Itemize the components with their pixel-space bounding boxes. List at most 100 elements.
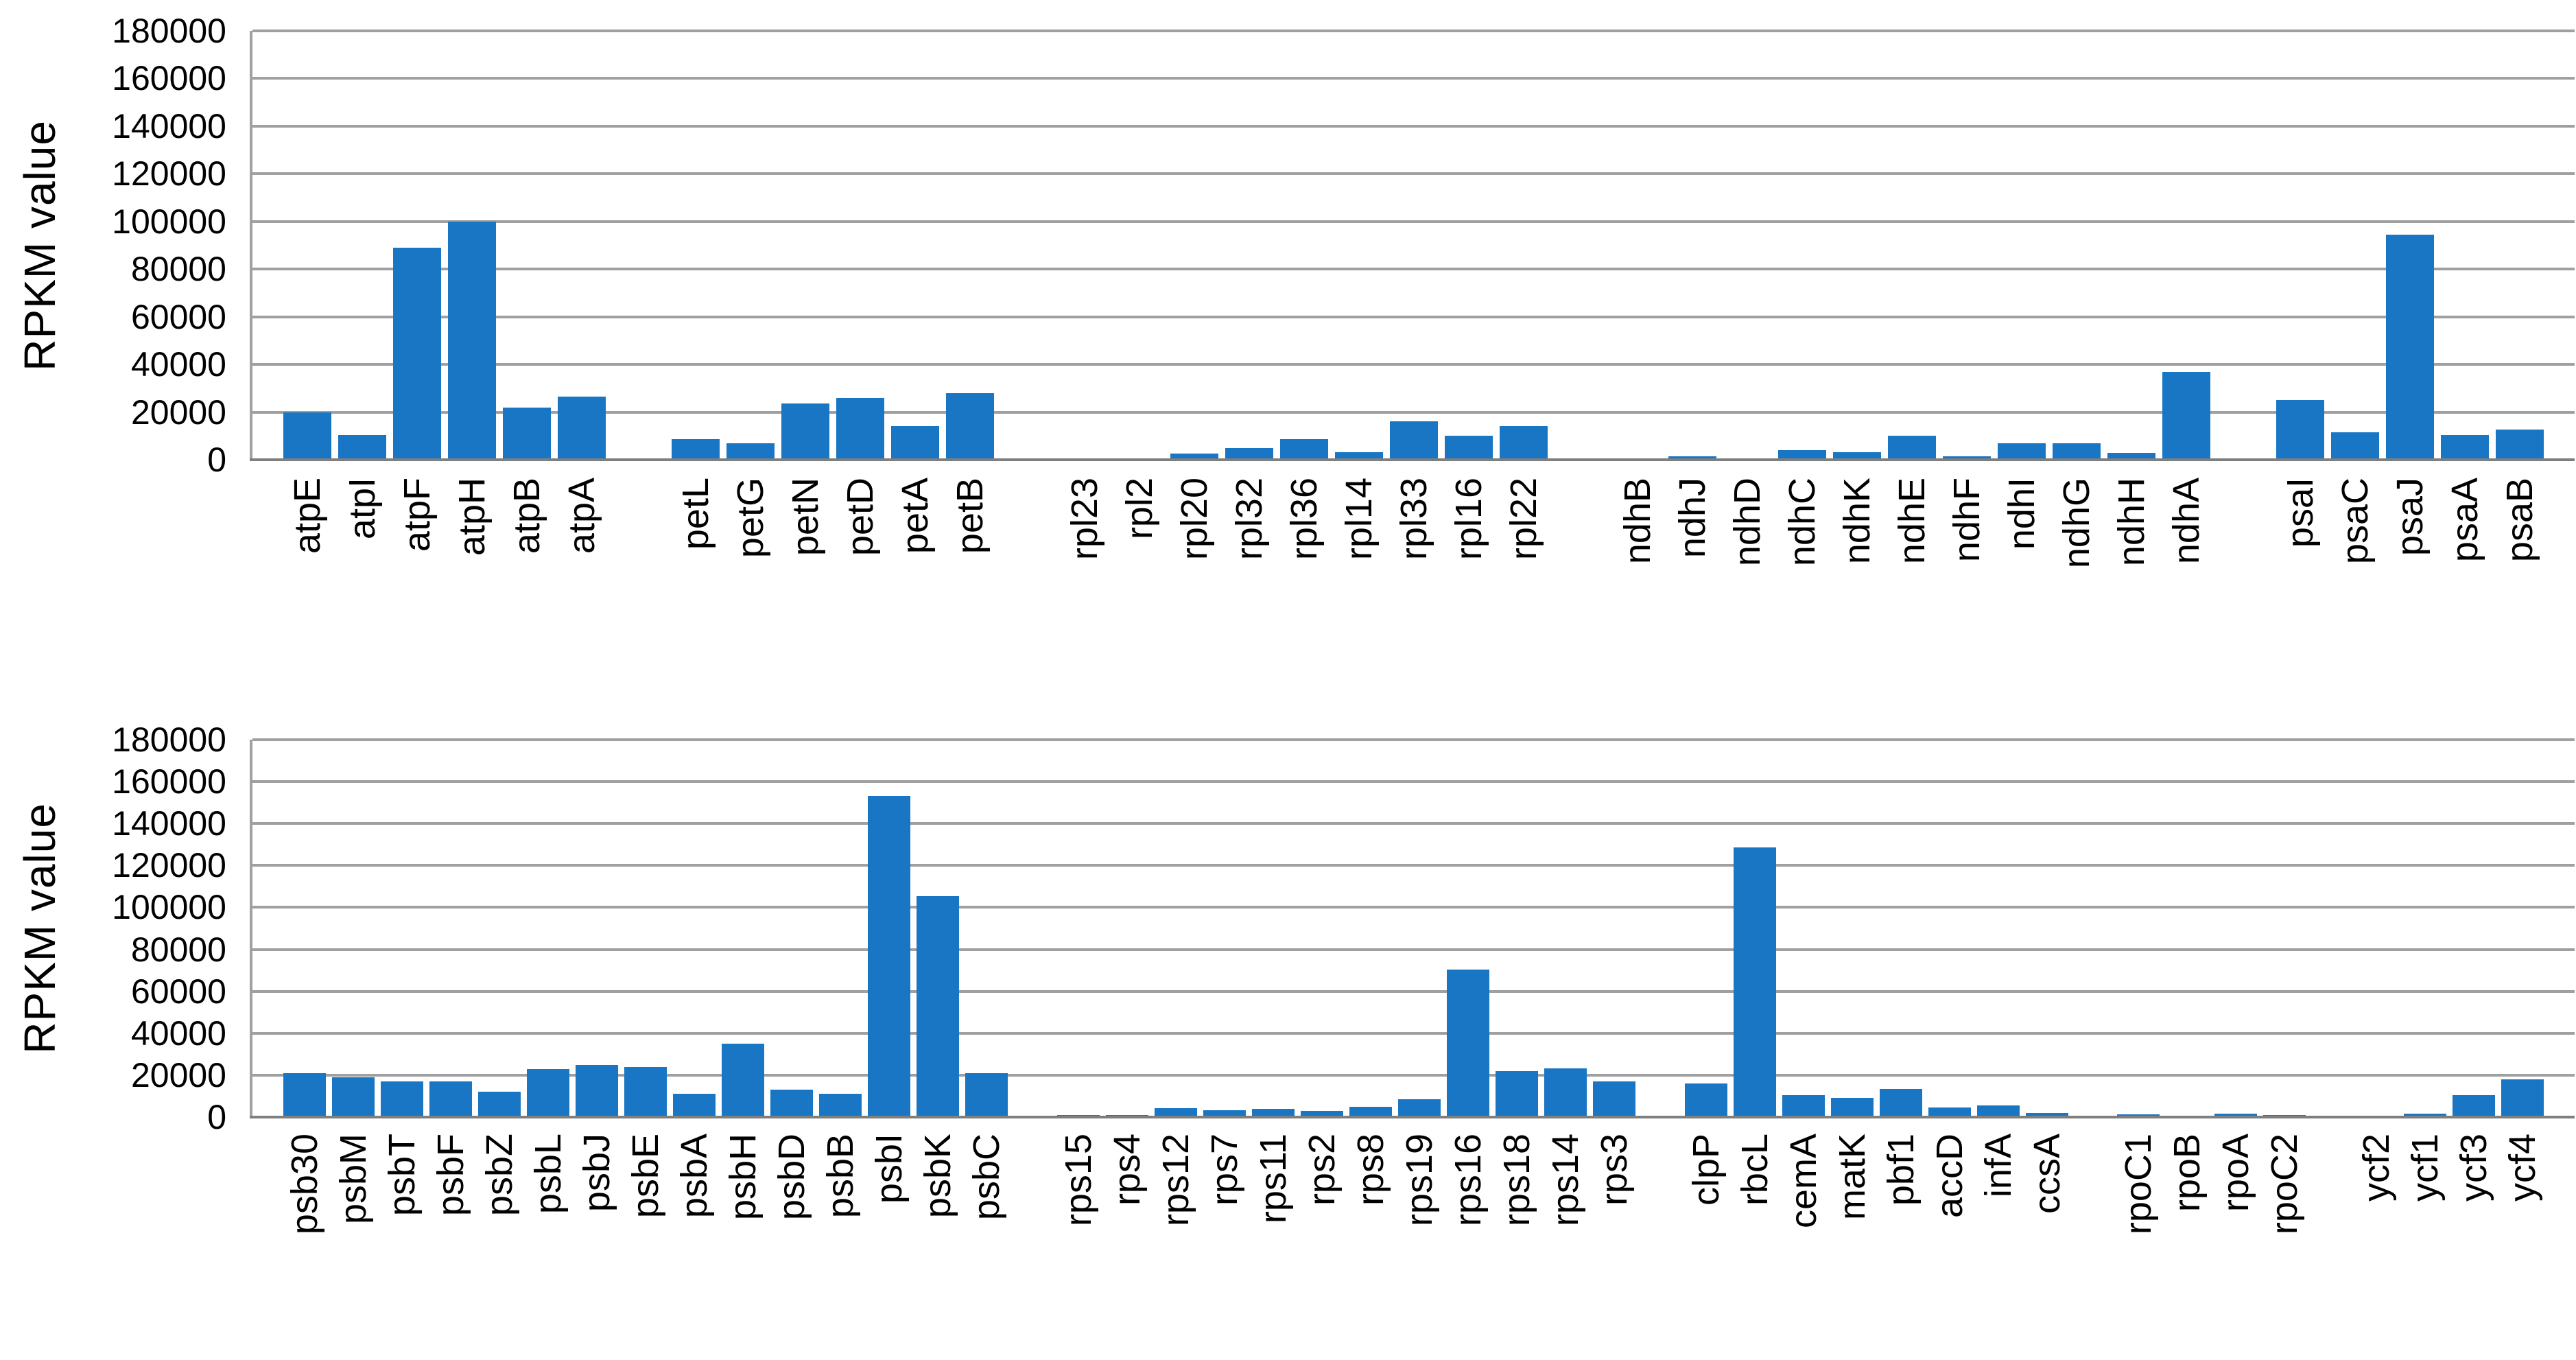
y-axis-line [250, 740, 252, 1117]
category-label-text-ndhK: ndhK [1836, 478, 1878, 565]
bar-psbT [381, 1081, 423, 1117]
bar-area-ndhA [2162, 31, 2210, 460]
bar-rpl32 [1225, 448, 1273, 460]
category-label-psbA: psbA [673, 1117, 716, 1360]
bar-clpP [1684, 1083, 1727, 1117]
bar-area-rpl22 [1499, 31, 1548, 460]
gridline-40000 [252, 1031, 2575, 1035]
bar-accD [1928, 1107, 1971, 1117]
category-label-text-psbE: psbE [625, 1134, 666, 1219]
bar-ndhA [2162, 372, 2210, 460]
bar-slot-rpoC1: rpoC1 [2117, 740, 2160, 1360]
y-tick-20000: 20000 [130, 1055, 226, 1094]
bar-atpH [448, 222, 496, 460]
bar-slot-ndhK: ndhK [1832, 31, 1881, 690]
category-label-ndhC: ndhC [1778, 460, 1826, 690]
bar-area-psbC [965, 740, 1008, 1117]
category-label-psaC: psaC [2331, 460, 2379, 690]
bar-slot-ndhE: ndhE [1887, 31, 1936, 690]
category-label-text-rps19: rps19 [1398, 1134, 1440, 1227]
category-label-rpl2: rpl2 [1115, 460, 1163, 690]
bar-ndhH [2107, 453, 2155, 460]
category-label-text-infA: infA [1977, 1134, 2019, 1198]
bar-slot-rpl32: rpl32 [1225, 31, 1273, 690]
y-axis-title-text: RPKM value [15, 803, 64, 1054]
bar-slot-rps12: rps12 [1154, 740, 1197, 1360]
category-label-text-ndhG: ndhG [2055, 478, 2097, 569]
category-label-rps16: rps16 [1447, 1117, 1489, 1360]
category-label-text-psaJ: psaJ [2389, 478, 2431, 556]
bar-rps7 [1203, 1110, 1246, 1117]
bar-rps4 [1105, 1115, 1148, 1117]
bar-slot-psbA: psbA [673, 740, 716, 1360]
category-label-psbF: psbF [429, 1117, 472, 1360]
category-label-cemA: cemA [1782, 1117, 1825, 1360]
bar-area-psbZ [478, 740, 521, 1117]
x-axis-line [250, 458, 2575, 461]
bar-slot-ndhB: ndhB [1614, 31, 1662, 690]
bar-slot-ndhG: ndhG [2052, 31, 2101, 690]
category-label-text-rpl14: rpl14 [1338, 478, 1380, 561]
bar-area-atpH [448, 31, 496, 460]
category-label-rpl33: rpl33 [1390, 460, 1438, 690]
category-label-text-rps4: rps4 [1106, 1134, 1148, 1206]
bar-psaB [2496, 430, 2544, 460]
category-label-text-rpl20: rpl20 [1173, 478, 1215, 561]
bar-area-petL [672, 31, 720, 460]
category-label-psbL: psbL [527, 1117, 569, 1360]
category-label-infA: infA [1977, 1117, 2020, 1360]
category-label-ndhJ: ndhJ [1668, 460, 1716, 690]
category-label-text-ycf4: ycf4 [2502, 1134, 2543, 1202]
bar-area-psbE [624, 740, 667, 1117]
bar-area-ndhD [1723, 31, 1771, 460]
gridline-140000 [252, 822, 2575, 825]
bar-slot-rps3: rps3 [1592, 740, 1635, 1360]
category-label-text-ndhE: ndhE [1891, 478, 1933, 565]
bar-area-rpl32 [1225, 31, 1273, 460]
category-label-text-rps12: rps12 [1155, 1134, 1196, 1227]
category-label-text-psbF: psbF [430, 1134, 471, 1217]
category-label-text-psaI: psaI [2280, 478, 2321, 548]
category-label-text-psaC: psaC [2335, 478, 2376, 565]
bar-slot-psbL: psbL [527, 740, 569, 1360]
y-tick-140000: 140000 [112, 804, 226, 843]
bar-area-rpoA [2214, 740, 2258, 1117]
bar-atpE [283, 412, 331, 460]
category-label-petB: petB [946, 460, 994, 690]
bar-ndhJ [1668, 456, 1716, 460]
gridline-80000 [252, 948, 2575, 951]
bar-area-atpI [338, 31, 386, 460]
bar-area-psaJ [2386, 31, 2434, 460]
category-label-psbJ: psbJ [576, 1117, 618, 1360]
bar-ndhE [1887, 436, 1936, 460]
category-label-text-rps15: rps15 [1057, 1134, 1099, 1227]
bar-area-petN [781, 31, 830, 460]
bar-ndhC [1777, 450, 1826, 460]
bar-slot-rpl36: rpl36 [1279, 31, 1328, 690]
category-label-psaJ: psaJ [2386, 460, 2434, 690]
category-label-text-psaB: psaB [2499, 478, 2540, 563]
y-tick-120000: 120000 [112, 154, 226, 194]
gridline-180000 [252, 30, 2575, 32]
category-label-text-rpl22: rpl22 [1502, 478, 1544, 561]
bar-slot-ndhF: ndhF [1942, 31, 1991, 690]
bar-slot-rps2: rps2 [1300, 740, 1343, 1360]
bar-area-ndhE [1887, 31, 1936, 460]
bar-area-psbL [527, 740, 569, 1117]
bar-rpoC1 [2117, 1114, 2160, 1117]
bar-area-ycf3 [2453, 740, 2495, 1117]
bar-slot-rpl2: rpl2 [1115, 31, 1163, 690]
bar-area-ndhK [1832, 31, 1881, 460]
category-label-ycf3: ycf3 [2453, 1117, 2495, 1360]
category-label-text-psaA: psaA [2444, 478, 2485, 563]
bar-area-psbD [770, 740, 813, 1117]
bar-group-rpo: rpoC1 rpoB rpoA rpoC2 [2117, 740, 2306, 1360]
category-label-psbI: psbI [868, 1117, 910, 1360]
bar-slot-petN: petN [781, 31, 830, 690]
bar-area-ndhH [2107, 31, 2155, 460]
category-label-text-psbA: psbA [674, 1134, 715, 1219]
bar-psaJ [2386, 235, 2434, 460]
category-label-rpl23: rpl23 [1061, 460, 1109, 690]
bar-group-atp: atpE atpI atpF atpH atpB atpA [283, 31, 606, 690]
